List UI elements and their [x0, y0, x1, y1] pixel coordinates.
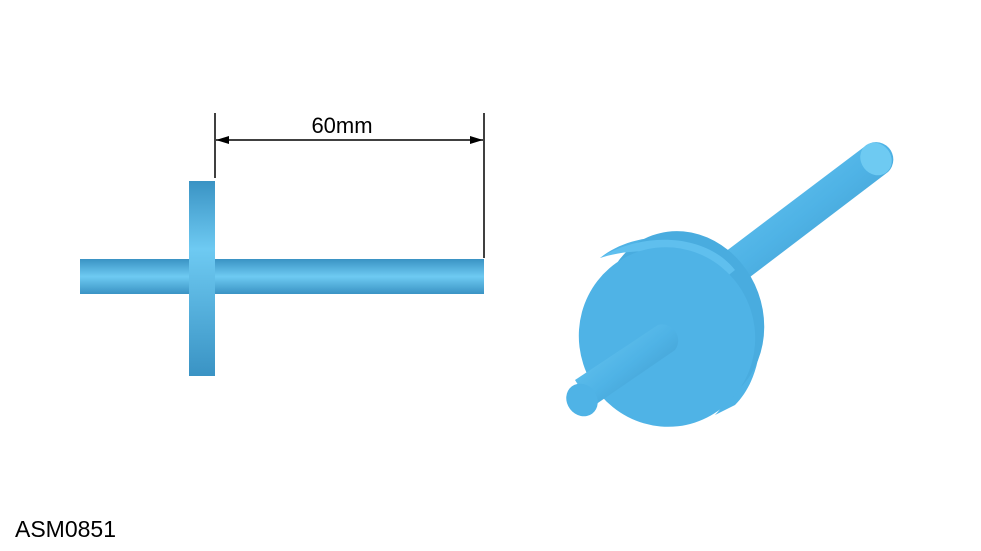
side-view-disc	[189, 181, 215, 376]
part-code: ASM0851	[15, 516, 117, 542]
side-view	[80, 181, 484, 376]
iso-shaft-front	[566, 324, 679, 417]
isometric-view	[566, 142, 894, 427]
iso-shaft-back	[725, 142, 894, 277]
dimension-label: 60mm	[311, 113, 372, 138]
dimension-60mm: 60mm	[214, 113, 485, 258]
side-view-shaft	[80, 259, 484, 294]
